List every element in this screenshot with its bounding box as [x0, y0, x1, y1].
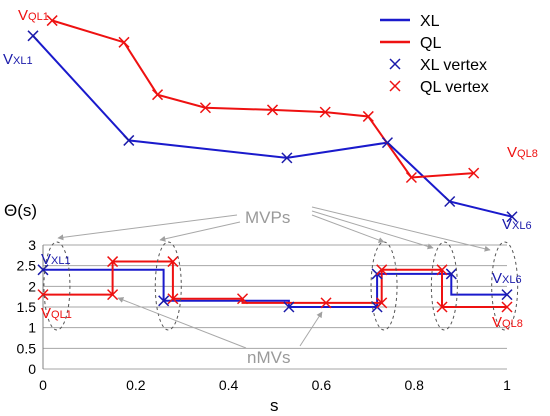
top-series-xl-line — [32, 35, 513, 218]
bottom-xl-vertex-6 — [445, 268, 457, 280]
bottom-chart: 0 0.5 1 1.5 2 2.5 3 0 0.2 0.4 0.6 0.8 1 Θ(s) s MVPs… — [4, 201, 523, 415]
top-ql-vertex-4 — [199, 102, 211, 114]
bottom-series-ql-step — [43, 260, 507, 308]
y-tick-label: 3 — [28, 237, 36, 253]
y-tick-label: 1.5 — [17, 299, 37, 315]
legend-marker-xl-vertex — [389, 58, 401, 70]
top-label-vql8: VQL8 — [507, 144, 538, 161]
y-tick-label: 0.5 — [17, 340, 37, 356]
mvp-ellipses — [43, 241, 519, 331]
top-ql-vertex-2 — [118, 36, 130, 48]
mvps-label: MVPs — [245, 208, 290, 227]
bottom-ql-vertex-10 — [436, 264, 448, 276]
bottom-ql-vertex-11 — [436, 301, 448, 313]
bottom-y-tick-labels: 0 0.5 1 1.5 2 2.5 3 — [17, 237, 37, 377]
mvp-ellipse-5 — [491, 241, 519, 331]
top-ql-vertex-7 — [362, 110, 374, 122]
y-tick-label: 2.5 — [17, 258, 37, 274]
top-label-vql1: VQL1 — [18, 7, 49, 24]
bottom-ql-vertex-1 — [37, 289, 49, 301]
bottom-ql-vertex-3 — [107, 256, 119, 268]
mvp-ellipse-4 — [430, 241, 458, 331]
top-chart: XL QL XL vertex QL vertex VQL1 VXL1 VQL8… — [3, 7, 538, 233]
bottom-ql-vertex-9 — [376, 264, 388, 276]
bottom-series-xl-step — [43, 268, 507, 308]
bottom-ql-vertex-8 — [376, 297, 388, 309]
top-series-ql-line — [51, 19, 474, 179]
legend-label-ql-vertex: QL vertex — [420, 79, 489, 96]
top-ql-vertex-1 — [46, 15, 58, 27]
x-tick-label: 0.6 — [312, 377, 332, 393]
legend-label-xl: XL — [420, 13, 440, 30]
top-ql-vertex-5 — [266, 104, 279, 116]
nmvs-label: nMVs — [247, 348, 290, 367]
x-tick-label: 0.2 — [126, 377, 146, 393]
top-ql-vertex-8 — [405, 171, 417, 184]
top-label-vxl1: VXL1 — [3, 51, 33, 68]
x-tick-label: 0.4 — [219, 377, 239, 393]
x-tick-label: 0.8 — [404, 377, 424, 393]
top-label-vxl6: VXL6 — [502, 216, 532, 233]
bottom-label-vxl6: VXL6 — [492, 270, 522, 287]
top-xl-vertex-6 — [506, 211, 518, 223]
top-ql-vertex-3 — [152, 89, 164, 101]
bottom-label-vql8: VQL8 — [492, 314, 523, 331]
bottom-label-vxl1: VXL1 — [41, 251, 71, 268]
bottom-xl-vertex-1 — [37, 264, 49, 276]
x-tick-label: 0 — [39, 377, 47, 393]
mvps-arrows — [57, 206, 491, 252]
bottom-x-tick-labels: 0 0.2 0.4 0.6 0.8 1 — [39, 377, 511, 393]
bottom-ql-vertex-7 — [320, 297, 332, 309]
bottom-y-axis-label: Θ(s) — [4, 201, 37, 220]
bottom-x-axis-label: s — [270, 396, 279, 415]
y-tick-label: 1 — [28, 320, 36, 336]
bottom-ql-vertex-2 — [107, 289, 119, 301]
top-legend: XL QL XL vertex QL vertex — [380, 13, 489, 96]
top-ql-vertex-6 — [319, 106, 331, 118]
bottom-ql-vertex-6 — [236, 293, 249, 305]
x-tick-label: 1 — [503, 377, 511, 393]
top-ql-vertex-9 — [468, 167, 480, 179]
bottom-gridlines — [42, 244, 507, 370]
bottom-xl-vertex-2 — [158, 295, 170, 307]
y-tick-label: 0 — [28, 361, 36, 377]
mvp-ellipse-2 — [154, 241, 182, 331]
top-xl-vertex-3 — [281, 152, 293, 164]
legend-marker-ql-vertex — [389, 80, 401, 92]
nmvs-arrows — [117, 297, 323, 349]
top-xl-vertex-4 — [381, 137, 393, 149]
top-xl-vertex-1 — [27, 30, 39, 42]
bottom-ql-vertex-12 — [501, 301, 513, 313]
bottom-ql-vertex-4 — [167, 256, 179, 268]
bottom-ql-vertex-5 — [167, 293, 179, 305]
legend-label-xl-vertex: XL vertex — [420, 57, 487, 74]
legend-label-ql: QL — [420, 35, 441, 52]
bottom-label-vql1: VQL1 — [41, 305, 72, 322]
y-tick-label: 2 — [28, 278, 36, 294]
bottom-xl-vertex-3 — [283, 301, 295, 313]
bottom-xl-vertex-7 — [501, 289, 513, 301]
mvp-ellipse-1 — [43, 241, 71, 331]
top-xl-vertex-2 — [123, 134, 135, 146]
top-xl-vertex-5 — [444, 195, 456, 208]
